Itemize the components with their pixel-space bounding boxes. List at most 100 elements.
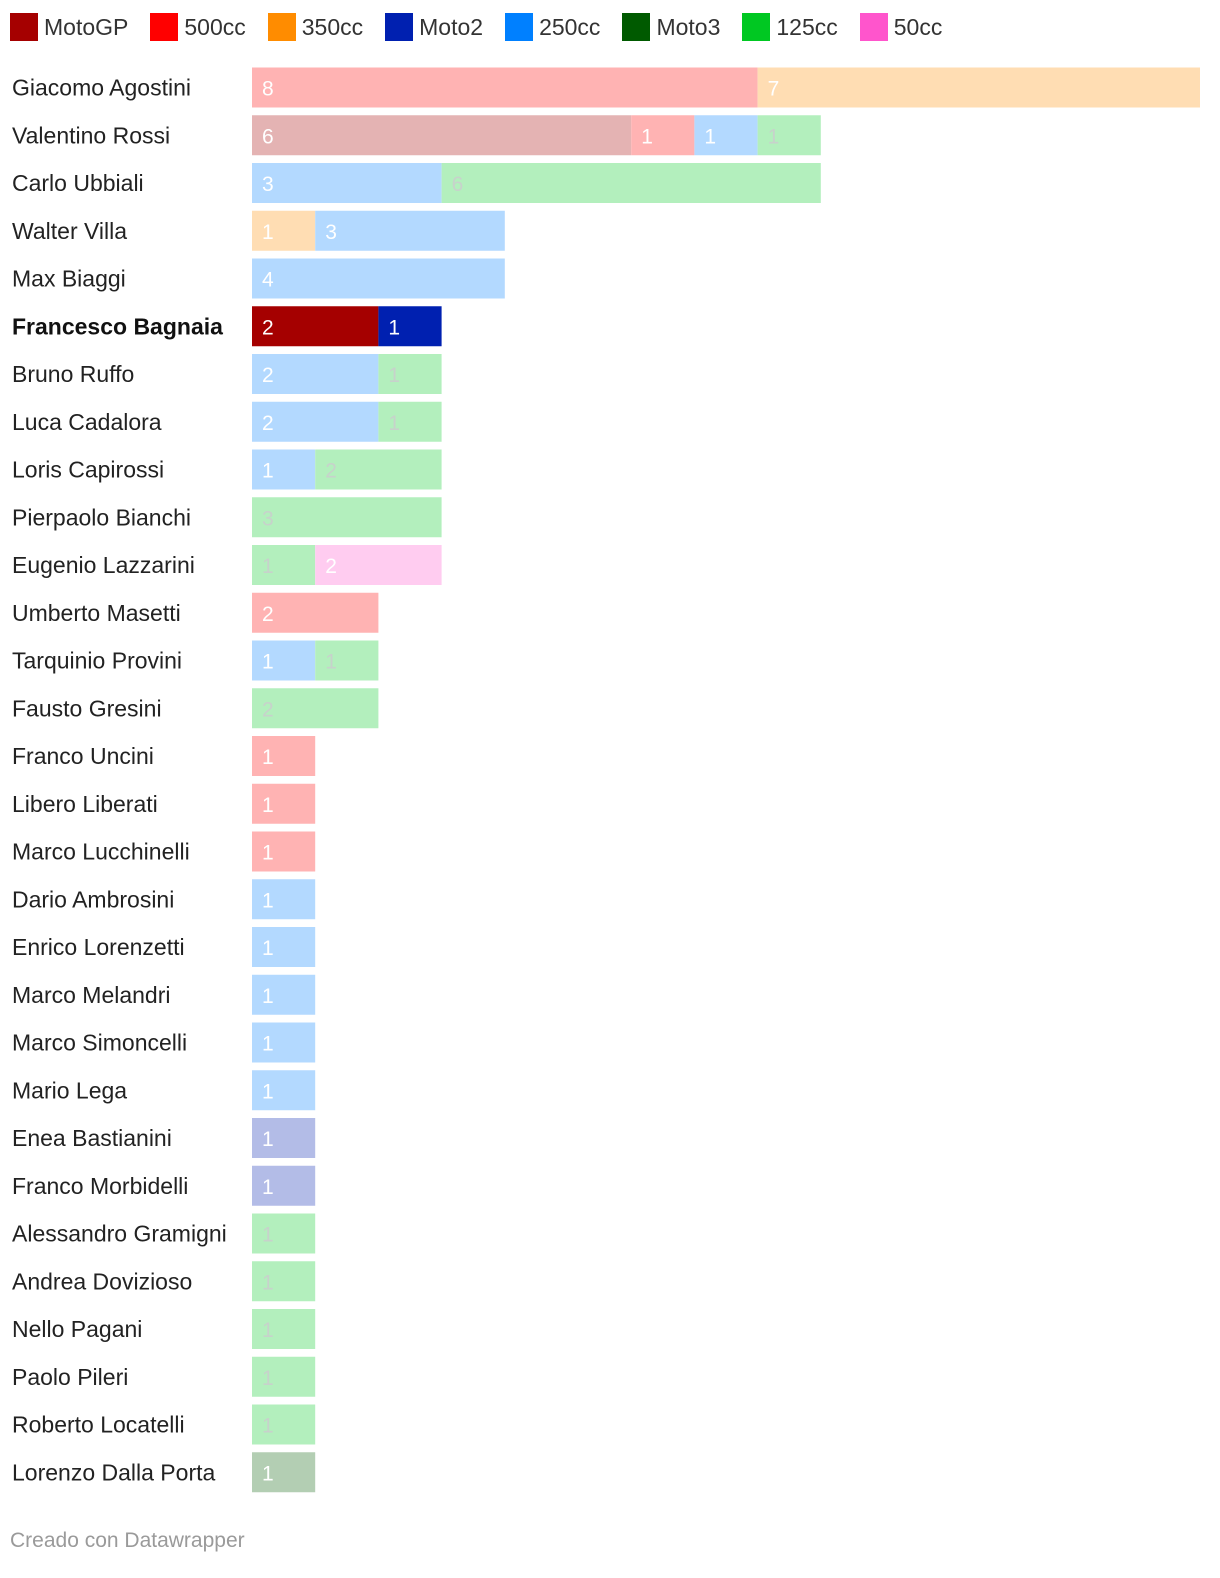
bar-segment [252, 1452, 316, 1493]
bar-segment [315, 545, 442, 585]
bar-segment [252, 1118, 316, 1158]
rider-label: Libero Liberati [12, 791, 158, 817]
rider-label: Giacomo Agostini [12, 75, 191, 101]
bar-segment [252, 831, 316, 872]
rider-label: Loris Capirossi [12, 457, 164, 483]
bar-segment [252, 1165, 316, 1206]
legend-label: Moto3 [656, 13, 721, 40]
bar-segment [757, 67, 1200, 108]
legend-label: 50cc [893, 13, 943, 40]
segment-value-label: 1 [262, 1415, 274, 1438]
segment-value-label: 1 [262, 985, 274, 1008]
rider-label: Carlo Ubbiali [12, 170, 144, 196]
segment-value-label: 3 [262, 173, 274, 196]
segment-value-label: 1 [388, 364, 400, 387]
bar-segment [252, 1213, 316, 1254]
legend-label: 500cc [184, 13, 246, 40]
rider-label: Franco Morbidelli [12, 1173, 188, 1199]
stacked-bar-chart: Giacomo Agostini 8 7 Valentino Rossi 6 1 1 1 Car… [12, 67, 1200, 1493]
bar-segment [315, 210, 505, 251]
rider-label: Luca Cadalora [12, 409, 162, 435]
bar-segment [252, 401, 379, 442]
segment-value-label: 2 [325, 555, 337, 578]
segment-value-label: 4 [262, 269, 274, 292]
bar-segment [252, 163, 442, 203]
segment-value-label: 2 [262, 364, 274, 387]
rider-label: Franco Uncini [12, 743, 154, 769]
legend-label: 125cc [776, 13, 838, 40]
bar-segment [441, 163, 821, 203]
bar-segment [252, 736, 316, 776]
legend-swatch [10, 13, 38, 41]
rider-label: Bruno Ruffo [12, 361, 134, 387]
legend-swatch [859, 13, 888, 41]
segment-value-label: 1 [704, 125, 716, 148]
segment-value-label: 1 [262, 1271, 274, 1294]
bar-segment [252, 1022, 316, 1063]
legend-item: 500cc [150, 13, 246, 41]
segment-value-label: 1 [262, 1033, 274, 1056]
rider-label: Enea Bastianini [12, 1125, 172, 1151]
bar-segment [252, 258, 505, 299]
rider-label: Eugenio Lazzarini [12, 552, 195, 578]
segment-value-label: 1 [262, 889, 274, 912]
rider-label: Dario Ambrosini [12, 886, 174, 912]
legend-item: 250cc [505, 13, 600, 41]
segment-value-label: 1 [262, 794, 274, 817]
legend-swatch [622, 13, 651, 41]
legend-item: 350cc [267, 13, 363, 41]
segment-value-label: 1 [262, 1080, 274, 1103]
rider-label: Marco Lucchinelli [12, 839, 190, 865]
rider-label: Roberto Locatelli [12, 1412, 185, 1438]
bar-segment [378, 401, 442, 442]
bar-segment [315, 640, 379, 681]
bar-segment [252, 449, 316, 490]
bar-segment [252, 688, 379, 729]
legend-item: Moto3 [622, 13, 720, 41]
rider-label: Pierpaolo Bianchi [12, 504, 191, 530]
rider-label: Paolo Pileri [12, 1364, 128, 1390]
segment-value-label: 2 [262, 603, 274, 626]
rider-label: Enrico Lorenzetti [12, 934, 185, 960]
segment-value-label: 6 [262, 125, 274, 148]
bar-segment [252, 974, 316, 1015]
segment-value-label: 2 [262, 698, 274, 721]
rider-label: Alessandro Gramigni [12, 1221, 227, 1247]
legend-item: 50cc [859, 13, 943, 41]
bar-segment [252, 927, 316, 967]
bar-segment [378, 306, 442, 347]
bar-segment [252, 354, 379, 394]
legend-swatch [742, 13, 771, 41]
bar-segment [252, 115, 632, 156]
segment-value-label: 1 [262, 1128, 274, 1151]
bar-segment [252, 783, 316, 824]
bar-segment [315, 449, 442, 490]
bar-segment [252, 1261, 316, 1302]
legend-swatch [150, 13, 179, 41]
chart-credit: Creado con Datawrapper [10, 1529, 245, 1552]
segment-value-label: 1 [262, 651, 274, 674]
bar-segment [252, 1309, 316, 1349]
segment-value-label: 1 [262, 1176, 274, 1199]
legend-item: MotoGP [10, 13, 128, 41]
segment-value-label: 2 [262, 316, 274, 339]
bar-segment [252, 497, 442, 538]
chart-legend: MotoGP 500cc 350cc Moto2 250cc Moto3 125cc 50cc [10, 11, 942, 43]
segment-value-label: 1 [325, 651, 337, 674]
rider-label: Walter Villa [12, 218, 127, 244]
bar-segment [252, 67, 758, 108]
legend-label: MotoGP [44, 13, 129, 40]
bar-segment [252, 306, 379, 347]
legend-item: Moto2 [385, 13, 483, 41]
bar-segment [252, 1356, 316, 1397]
segment-value-label: 1 [262, 460, 274, 483]
legend-swatch [505, 13, 534, 41]
segment-value-label: 1 [262, 1462, 274, 1485]
rider-label: Francesco Bagnaia [12, 313, 223, 339]
rider-label: Tarquinio Provini [12, 648, 182, 674]
segment-value-label: 1 [262, 221, 274, 244]
rider-label: Marco Simoncelli [12, 1030, 187, 1056]
segment-value-label: 3 [325, 221, 337, 244]
rider-label: Andrea Dovizioso [12, 1268, 192, 1294]
rider-label: Lorenzo Dalla Porta [12, 1459, 215, 1485]
